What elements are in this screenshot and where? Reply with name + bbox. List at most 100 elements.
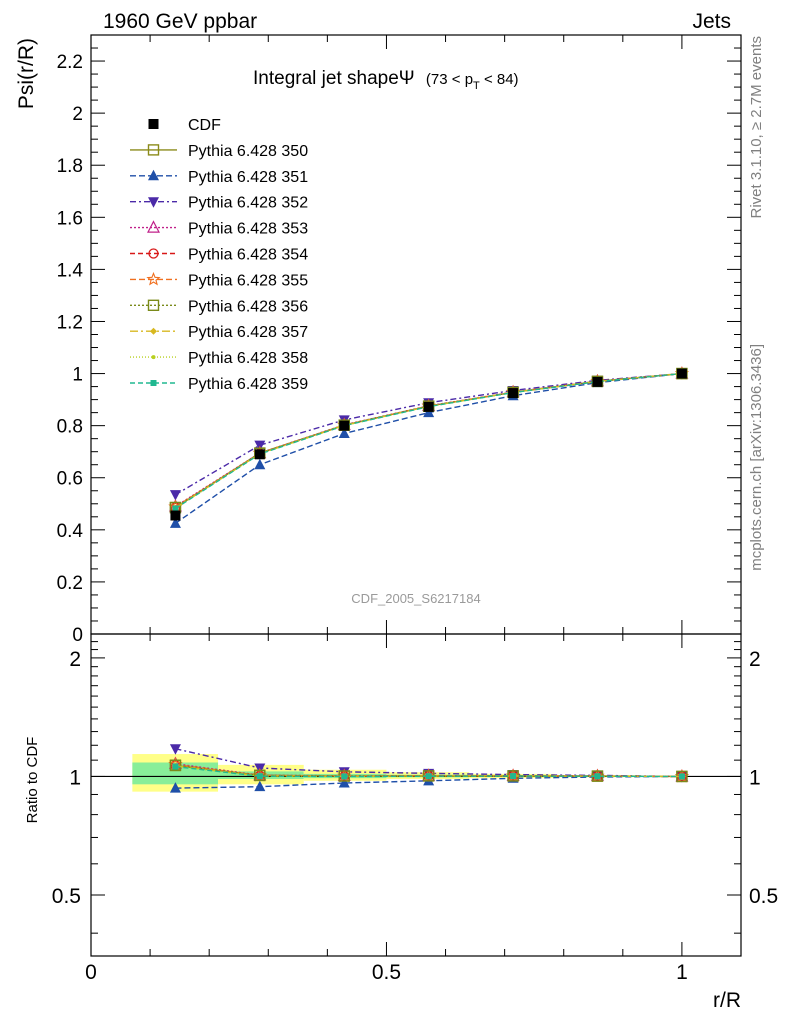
legend-label: Pythia 6.428 355 xyxy=(188,272,308,289)
main-panel: 00.20.40.60.811.21.41.61.822.2 Psi(r/R) … xyxy=(15,34,742,646)
legend-marker xyxy=(147,220,160,233)
series-point xyxy=(169,517,181,528)
ratio-series-point xyxy=(510,773,517,780)
y-axis-label: Psi(r/R) xyxy=(15,38,38,109)
legend-entry: Pythia 6.428 350 xyxy=(130,143,308,160)
legend-marker xyxy=(150,380,157,386)
plot-title-sub: T xyxy=(473,80,480,92)
x-tick-label: 0.5 xyxy=(372,961,401,984)
series-point xyxy=(169,490,181,501)
ratio-series-point xyxy=(254,780,266,792)
ratio-series-point xyxy=(256,773,263,780)
data-point xyxy=(339,420,350,431)
data-point xyxy=(254,449,265,460)
data-point xyxy=(592,376,603,387)
ratio-series-point xyxy=(338,776,350,788)
ratio-series-point xyxy=(678,773,685,780)
legend-marker xyxy=(146,271,161,286)
legend-entry: CDF xyxy=(148,117,221,134)
legend-entry: Pythia 6.428 353 xyxy=(130,220,308,238)
analysis-watermark: CDF_2005_S6217184 xyxy=(351,591,480,606)
series-point xyxy=(338,427,350,438)
x-tick-label: 1 xyxy=(676,961,688,984)
y-tick-label: 2 xyxy=(72,104,83,125)
y-tick-label: 0 xyxy=(72,625,83,646)
y-tick-label: 1 xyxy=(72,365,83,386)
ratio-panel: 0.5 0.5 1 1 2 2 0 0.5 1 Ratio to CDF xyxy=(24,633,778,984)
legend-label: Pythia 6.428 356 xyxy=(188,298,308,315)
series-line xyxy=(175,372,682,509)
legend-entry: Pythia 6.428 355 xyxy=(130,271,308,289)
ratio-y-tick-label-right: 0.5 xyxy=(749,885,778,908)
data-point xyxy=(676,368,687,379)
legend-label: Pythia 6.428 359 xyxy=(188,376,308,393)
rivet-side-label: Rivet 3.1.10, ≥ 2.7M events xyxy=(748,36,765,219)
y-tick-label: 1.8 xyxy=(57,156,83,177)
legend-marker xyxy=(150,327,157,335)
y-tick-label: 0.6 xyxy=(57,469,83,490)
ratio-series-9 xyxy=(172,763,685,780)
data-point xyxy=(508,388,519,399)
series-line xyxy=(175,372,682,524)
ratio-series-point xyxy=(169,759,182,771)
legend-entry: Pythia 6.428 356 xyxy=(130,298,308,315)
ratio-y-tick-label: 1 xyxy=(69,766,81,789)
legend-label: Pythia 6.428 354 xyxy=(188,247,308,264)
y-tick-label: 1.6 xyxy=(57,208,83,229)
series-line xyxy=(175,372,682,507)
series-line xyxy=(175,372,682,510)
y-tick-label: 1.4 xyxy=(57,260,84,281)
ratio-plot-area xyxy=(91,744,741,793)
y-tick-label: 0.8 xyxy=(57,417,83,438)
legend-entry: Pythia 6.428 354 xyxy=(130,247,308,264)
ratio-series-point xyxy=(254,769,266,782)
ratio-series-point xyxy=(338,767,350,778)
data-points-cdf xyxy=(170,368,687,521)
y-tick-label: 0.2 xyxy=(57,573,83,594)
ratio-series-point xyxy=(341,773,348,780)
data-point xyxy=(423,401,434,412)
series-line xyxy=(175,372,682,509)
ratio-y-tick-label-right: 2 xyxy=(749,648,761,671)
legend-entry: Pythia 6.428 351 xyxy=(130,169,308,186)
legend-entry: Pythia 6.428 358 xyxy=(130,350,308,367)
series-line xyxy=(175,372,682,509)
legend-label: Pythia 6.428 353 xyxy=(188,221,308,238)
legend-marker xyxy=(151,355,156,360)
legend-entry: Pythia 6.428 352 xyxy=(130,195,308,212)
ratio-series-point xyxy=(594,773,601,780)
legend-marker xyxy=(148,119,159,129)
plot-title: Integral jet shapeΨ (73 < pT < 84) xyxy=(253,68,519,92)
ratio-series-point xyxy=(172,763,179,770)
data-point xyxy=(170,510,181,521)
ratio-panel-frame xyxy=(90,633,742,957)
plot-title-main: Integral jet shapeΨ xyxy=(253,68,415,89)
ratio-series-point xyxy=(169,744,181,755)
series-line xyxy=(175,372,682,509)
plot-title-tail: < 84) xyxy=(480,71,519,88)
series-point xyxy=(254,458,266,470)
ratio-axes: 0.5 0.5 1 1 2 2 0 0.5 1 xyxy=(52,634,778,984)
legend-marker xyxy=(148,197,159,208)
ratio-y-tick-label: 2 xyxy=(69,648,81,671)
x-axis-label: r/R xyxy=(713,989,741,1012)
main-axes: 0 0.2 0.4 0.6 0.8 1 1.2 1.4 1.6 1.8 2 2.2 xyxy=(57,35,742,646)
legend-marker xyxy=(148,248,159,259)
legend-entry: Pythia 6.428 359 xyxy=(130,376,308,393)
legend-label: CDF xyxy=(188,117,221,134)
ratio-series-point xyxy=(169,782,181,793)
ratio-y-tick-label: 0.5 xyxy=(52,885,81,908)
plot-title-suffix: (73 < p xyxy=(426,71,473,88)
legend-label: Pythia 6.428 352 xyxy=(188,195,308,212)
ratio-y-tick-label-right: 1 xyxy=(749,766,761,789)
legend-label: Pythia 6.428 350 xyxy=(188,143,308,160)
ratio-y-axis-label: Ratio to CDF xyxy=(24,737,41,824)
legend-marker xyxy=(147,299,160,311)
legend-marker xyxy=(148,169,159,181)
y-tick-label: 0.4 xyxy=(57,521,84,542)
legend-label: Pythia 6.428 351 xyxy=(188,169,308,186)
legend-label: Pythia 6.428 357 xyxy=(188,324,308,341)
series-line xyxy=(175,372,682,508)
legend-entry: Pythia 6.428 357 xyxy=(130,324,308,341)
